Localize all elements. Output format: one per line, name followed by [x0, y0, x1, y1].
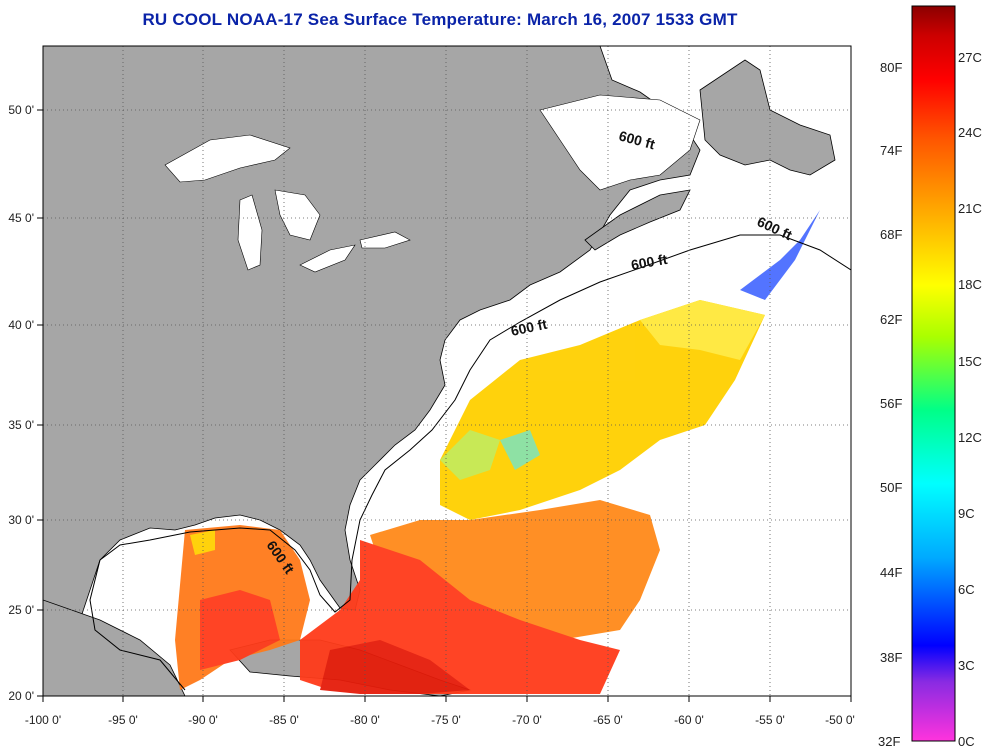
lake-ontario — [359, 231, 411, 249]
lat-tick-label: 50 0' — [8, 103, 34, 117]
colorbar-f-label: 32F — [878, 734, 901, 749]
contour-label: 600 ft — [630, 251, 669, 273]
lake-huron — [274, 189, 321, 241]
land-north-america — [43, 46, 701, 696]
colorbar-c-label: 18C — [958, 277, 982, 292]
land-nova-scotia — [584, 189, 691, 251]
plot-frame — [42, 45, 852, 697]
colorbar-f-label: 80F — [880, 60, 903, 75]
colorbar — [911, 5, 956, 742]
lat-tick-label: 45 0' — [8, 211, 34, 225]
colorbar-c-label: 9C — [958, 506, 975, 521]
colorbar-c-label: 3C — [958, 658, 975, 673]
lon-tick-label: -55 0' — [755, 713, 785, 727]
map-title: RU COOL NOAA-17 Sea Surface Temperature:… — [142, 10, 738, 29]
colorbar-c-label: 21C — [958, 201, 982, 216]
isobath-600ft — [99, 234, 851, 613]
lon-tick-label: -85 0' — [269, 713, 299, 727]
colorbar-f-label: 56F — [880, 396, 903, 411]
lat-tick-label: 30 0' — [8, 513, 34, 527]
graticule — [43, 46, 851, 696]
colorbar-f-label: 38F — [880, 650, 903, 665]
lon-tick-label: -80 0' — [350, 713, 380, 727]
colorbar-f-label: 50F — [880, 480, 903, 495]
lon-tick-label: -75 0' — [431, 713, 461, 727]
tick-marks — [37, 109, 852, 702]
colorbar-f-label: 44F — [880, 565, 903, 580]
lon-tick-label: -60 0' — [674, 713, 704, 727]
colorbar-f-label: 62F — [880, 312, 903, 327]
colorbar-c-label: 27C — [958, 50, 982, 65]
isobath-600ft-gulf — [89, 559, 186, 691]
colorbar-c-label: 6C — [958, 582, 975, 597]
colorbar-f-label: 68F — [880, 227, 903, 242]
lake-superior — [164, 134, 291, 183]
gulf-st-lawrence — [539, 94, 701, 191]
lat-tick-label: 25 0' — [8, 603, 34, 617]
lon-tick-label: -95 0' — [108, 713, 138, 727]
lon-tick-label: -90 0' — [188, 713, 218, 727]
lat-tick-label: 20 0' — [8, 689, 34, 703]
colorbar-f-label: 74F — [880, 143, 903, 158]
colorbar-c-label: 12C — [958, 430, 982, 445]
lon-tick-label: -65 0' — [593, 713, 623, 727]
lon-tick-label: -50 0' — [825, 713, 855, 727]
land-yucatan — [43, 599, 186, 696]
colorbar-c-label: 24C — [958, 125, 982, 140]
land-newfoundland — [699, 59, 836, 176]
colorbar-c-label: 15C — [958, 354, 982, 369]
lake-erie — [299, 244, 356, 273]
lat-tick-label: 35 0' — [8, 418, 34, 432]
lake-michigan — [237, 194, 263, 271]
lon-tick-label: -70 0' — [512, 713, 542, 727]
lon-tick-label: -100 0' — [25, 713, 61, 727]
lat-tick-label: 40 0' — [8, 318, 34, 332]
colorbar-c-label: 0C — [958, 734, 975, 749]
sst-swath — [175, 210, 820, 694]
contour-label: 600 ft — [509, 316, 548, 339]
